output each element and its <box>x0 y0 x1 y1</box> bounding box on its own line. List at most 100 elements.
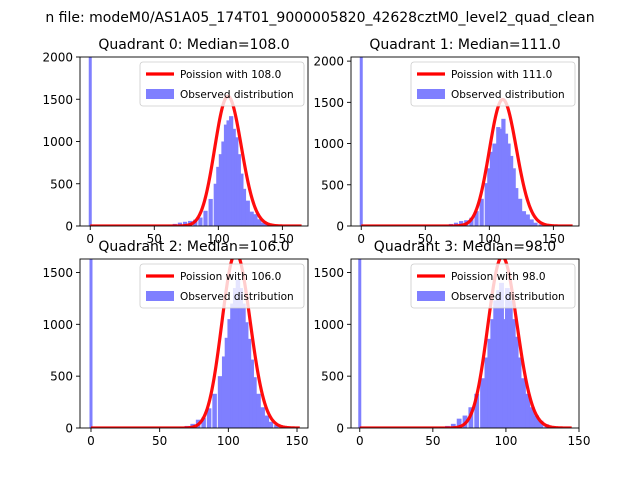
histogram-bar <box>474 211 479 226</box>
histogram-bar <box>231 128 236 226</box>
y-tick-label: 0 <box>336 220 344 234</box>
histogram-bar <box>496 290 502 428</box>
histogram-bar <box>510 319 516 428</box>
histogram-bar <box>235 279 241 428</box>
x-tick-label: 150 <box>286 434 309 448</box>
y-tick-label: 1000 <box>313 137 344 151</box>
y-tick-label: 500 <box>50 177 73 191</box>
histogram-bar <box>177 222 183 226</box>
histogram-bar <box>525 214 530 226</box>
poisson-fit-line <box>358 259 573 428</box>
poisson-fit-line <box>90 259 301 428</box>
histogram-bar <box>529 407 535 428</box>
histogram-bar <box>227 319 232 428</box>
histogram-bar <box>224 337 230 428</box>
legend-label-fit: Poission with 106.0 <box>180 271 281 283</box>
histogram-bar <box>506 143 511 226</box>
histogram-bar <box>241 303 246 428</box>
subplot-title: Quadrant 2: Median=106.0 <box>98 239 289 255</box>
histogram-bar <box>480 378 485 428</box>
histogram-bar <box>521 378 526 428</box>
histogram-bar <box>496 127 501 226</box>
histogram-bar <box>489 151 495 226</box>
histogram-bar <box>516 357 522 428</box>
subplot-title: Quadrant 0: Median=108.0 <box>98 37 289 53</box>
histogram-bar <box>264 415 270 428</box>
y-tick-label: 0 <box>336 422 344 436</box>
y-tick-label: 2000 <box>313 55 344 69</box>
y-tick-label: 2000 <box>42 51 73 65</box>
histogram-bar <box>243 322 249 428</box>
histogram-bar <box>517 198 523 226</box>
histogram-bar <box>459 221 464 226</box>
y-tick-label: 0 <box>65 422 73 436</box>
legend-box <box>410 263 576 309</box>
axes-frame <box>350 56 580 227</box>
legend-label-histogram: Observed distribution <box>451 89 565 101</box>
poisson-fit-line <box>360 97 574 226</box>
histogram-bar <box>234 137 239 226</box>
legend-label-fit: Poission with 98.0 <box>451 271 546 283</box>
x-tick-label: 150 <box>568 434 591 448</box>
histogram-bar <box>249 211 254 226</box>
legend-box <box>410 61 576 107</box>
histogram-bar <box>508 155 514 226</box>
legend-swatch-histogram <box>146 291 174 301</box>
histogram-bar <box>503 133 509 226</box>
subplot-title: Quadrant 1: Median=111.0 <box>369 37 560 53</box>
histogram-bar <box>474 393 480 428</box>
x-tick-label: 0 <box>356 434 364 448</box>
histogram-bar <box>256 393 261 428</box>
x-tick-label: 0 <box>357 232 365 246</box>
y-tick-label: 1500 <box>42 93 73 107</box>
legend-swatch-histogram <box>417 291 445 301</box>
x-tick-label: 50 <box>152 434 167 448</box>
x-tick-label: 0 <box>87 434 95 448</box>
y-tick-label: 1000 <box>313 318 344 332</box>
histogram-bar <box>230 303 235 428</box>
histogram-bar <box>493 300 499 428</box>
histogram-bar <box>274 424 279 428</box>
histogram-bar <box>252 377 257 428</box>
histogram-bar <box>501 118 506 226</box>
histogram-bar <box>238 288 243 428</box>
histogram-bar <box>513 336 519 428</box>
histogram-bar <box>502 319 507 428</box>
histogram-bar <box>218 154 224 226</box>
legend-label-histogram: Observed distribution <box>451 291 565 303</box>
y-tick-label: 1000 <box>42 135 73 149</box>
y-tick-label: 0 <box>65 220 73 234</box>
x-tick-label: 0 <box>86 232 94 246</box>
histogram-bar <box>450 423 456 428</box>
legend: Poission with 106.0 Observed distribution <box>139 263 305 309</box>
histogram-bar <box>245 200 250 226</box>
histogram-bar <box>511 168 516 226</box>
histogram-bar <box>216 166 221 226</box>
subplot-title: Quadrant 3: Median=98.0 <box>374 239 556 255</box>
axes-frame <box>79 258 309 429</box>
plot-area <box>359 57 574 226</box>
histogram-bar <box>484 357 490 428</box>
y-tick-label: 500 <box>321 370 344 384</box>
legend-box <box>139 61 305 107</box>
histogram-bar <box>212 393 217 428</box>
histogram-bar <box>499 282 504 428</box>
figure-suptitle: n file: modeM0/AS1A05_174T01_9000005820_… <box>45 10 594 26</box>
subplot-quadrant-1: Quadrant 1: Median=111.00 50 100 1500500100… <box>313 37 580 246</box>
histogram-bar <box>249 359 254 428</box>
histogram-bar-zero-spike <box>88 57 92 226</box>
histogram-bar <box>260 407 265 428</box>
y-tick-label: 500 <box>321 178 344 192</box>
plot-area <box>88 57 303 226</box>
histogram-bar <box>529 219 534 226</box>
y-tick-label: 500 <box>50 370 73 384</box>
legend: Poission with 108.0 Observed distribution <box>139 61 305 107</box>
x-tick-label: 100 <box>494 434 517 448</box>
x-tick-label: 100 <box>207 232 230 246</box>
histogram-bar <box>206 408 212 428</box>
legend: Poission with 98.0 Observed distribution <box>410 263 576 309</box>
y-tick-label: 1500 <box>313 96 344 110</box>
histogram-bar <box>498 128 503 226</box>
histogram-bar <box>525 393 531 428</box>
y-tick-label: 1500 <box>42 266 73 280</box>
